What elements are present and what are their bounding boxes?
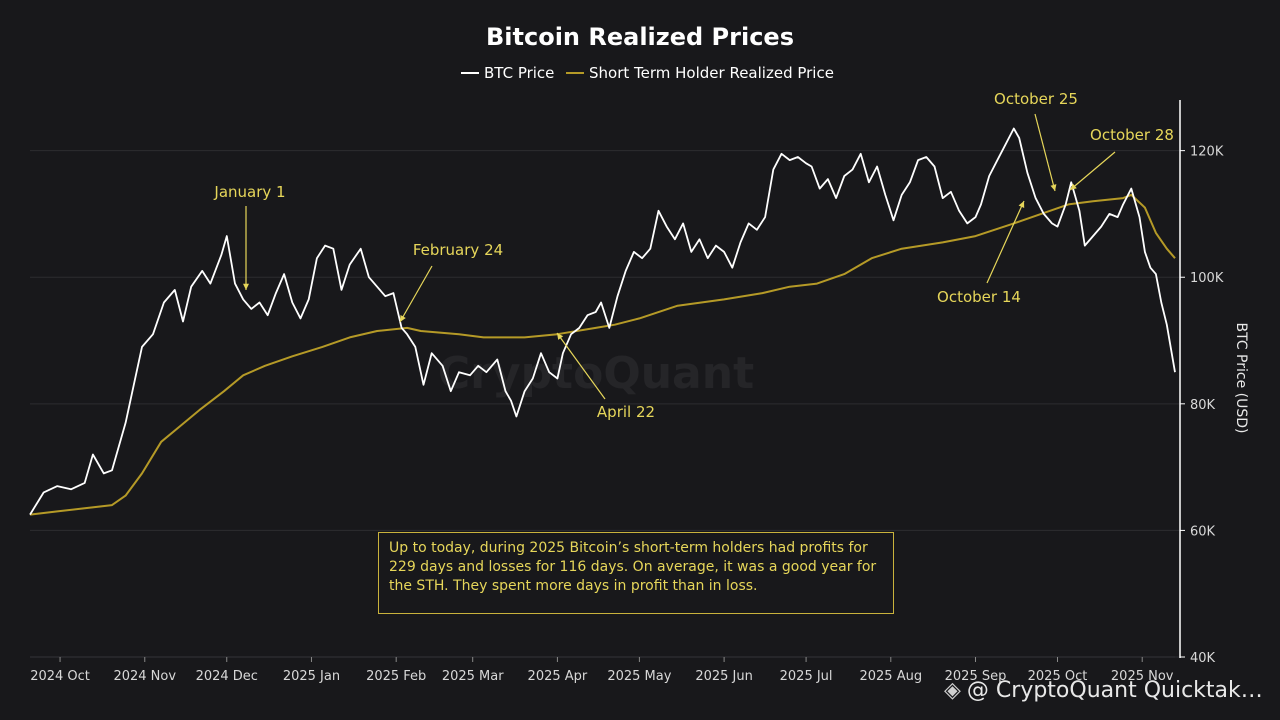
series-line-sth-realized-price	[29, 193, 1176, 516]
series-line-btc-price	[29, 127, 1176, 516]
y-axis-ticks: 120K 100K 80K 60K 40K	[1180, 145, 1224, 666]
annotation-label-january-1: January 1	[213, 183, 285, 201]
annotation-label-april-22: April 22	[597, 403, 655, 421]
legend: BTC Price Short Term Holder Realized Pri…	[461, 64, 834, 82]
x-tick-label-2: 2024 Dec	[196, 669, 258, 684]
annotation-label-october-14: October 14	[937, 288, 1021, 306]
watermark: CryptoQuant	[438, 348, 754, 399]
x-tick-label-0: 2024 Oct	[30, 669, 90, 684]
x-tick-label-11: 2025 Sep	[945, 669, 1007, 684]
footer-brand-text: @ CryptoQuant Quicktak…	[966, 678, 1263, 703]
annotation-arrow-february-24	[399, 265, 433, 323]
y-tick-label-0: 120K	[1190, 145, 1224, 160]
annotation-label-october-25: October 25	[994, 90, 1078, 108]
x-tick-label-1: 2024 Nov	[113, 669, 176, 684]
annotation-arrow-october-25	[1034, 113, 1056, 192]
annotation-arrowhead-february-24	[400, 315, 406, 322]
annotation-arrowhead-january-1	[243, 283, 249, 290]
x-tick-label-12: 2025 Oct	[1028, 669, 1088, 684]
binance-diamond-icon: ◈	[944, 678, 961, 703]
annotation-arrowhead-october-14	[1018, 201, 1025, 208]
annotation-arrow-april-22	[556, 332, 606, 400]
legend-label-sth: Short Term Holder Realized Price	[589, 64, 834, 82]
y-tick-label-2: 80K	[1190, 398, 1216, 413]
annotation-label-february-24: February 24	[413, 241, 503, 259]
x-tick-label-8: 2025 Jun	[695, 669, 753, 684]
series-layer	[29, 127, 1176, 516]
chart-title: Bitcoin Realized Prices	[486, 23, 794, 51]
y-tick-label-4: 40K	[1190, 651, 1216, 666]
annotation-arrow-october-28	[1069, 151, 1116, 191]
x-tick-label-7: 2025 May	[607, 669, 671, 684]
annotations: January 1 February 24 April 22 October 14 Oc…	[213, 90, 1174, 421]
annotation-arrowhead-october-28	[1070, 183, 1077, 190]
x-tick-label-10: 2025 Aug	[859, 669, 922, 684]
x-tick-label-3: 2025 Jan	[283, 669, 340, 684]
grid	[30, 150, 1180, 658]
x-axis-ticks: 2024 Oct 2024 Nov 2024 Dec 2025 Jan 2025 Feb…	[30, 656, 1175, 684]
legend-label-btc: BTC Price	[484, 64, 554, 82]
note-box: Up to today, during 2025 Bitcoin’s short…	[378, 532, 894, 614]
y-axis-label: BTC Price (USD)	[1233, 322, 1249, 433]
x-tick-label-6: 2025 Apr	[528, 669, 588, 684]
annotation-arrow-october-14	[986, 200, 1025, 284]
annotation-arrowhead-april-22	[557, 333, 564, 340]
footer-brand: ◈ @ CryptoQuant Quicktak…	[944, 678, 1263, 703]
y-tick-label-3: 60K	[1190, 524, 1216, 539]
x-tick-label-4: 2025 Feb	[366, 669, 426, 684]
x-tick-label-13: 2025 Nov	[1111, 669, 1174, 684]
annotation-arrowhead-october-25	[1050, 184, 1057, 191]
x-tick-label-5: 2025 Mar	[442, 669, 504, 684]
x-tick-label-9: 2025 Jul	[780, 669, 833, 684]
annotation-label-october-28: October 28	[1090, 126, 1174, 144]
y-tick-label-1: 100K	[1190, 271, 1224, 286]
